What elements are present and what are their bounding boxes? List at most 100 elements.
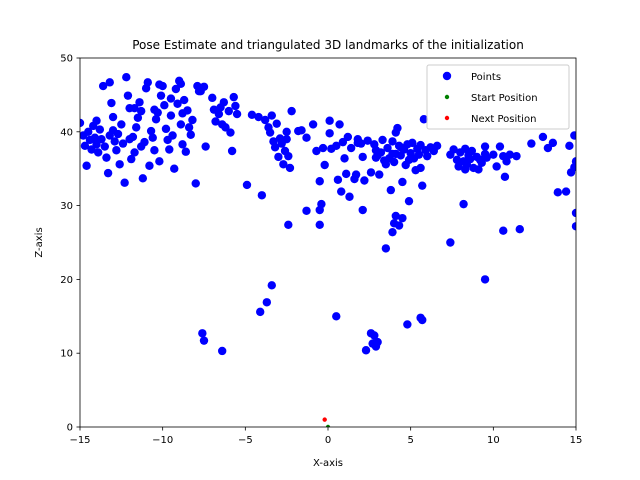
data-point [335,120,344,129]
data-point [127,154,136,164]
data-point [480,142,490,151]
data-point [84,127,93,136]
data-point [247,110,257,120]
data-point [418,181,427,190]
data-point [345,192,354,201]
data-point [150,146,159,155]
data-point [432,141,442,151]
data-point [105,78,114,87]
data-point [260,115,270,125]
data-point [548,138,558,148]
legend-marker [444,94,450,100]
data-point [113,129,123,139]
data-point [279,160,288,169]
data-point [242,180,252,190]
data-point [143,78,152,87]
data-point [257,191,267,200]
data-point [561,187,571,196]
data-point [123,91,133,100]
x-tick-label: −15 [69,435,90,446]
y-tick-label: 0 [67,423,73,434]
x-tick-label: 5 [407,435,413,446]
data-point [404,196,414,206]
data-point [282,134,291,144]
data-point [419,115,429,124]
data-point [322,417,327,422]
data-point [170,164,179,173]
y-axis: 0 10 20 30 40 50 [60,54,80,434]
data-point [272,119,281,128]
data-point [343,132,353,142]
x-tick-label: −5 [238,435,253,446]
data-point [226,128,235,137]
data-point [150,105,159,114]
data-point [194,87,204,96]
plot-frame [79,57,577,428]
data-point [130,148,139,157]
data-point [386,185,396,195]
data-point [480,275,490,284]
data-point [381,244,391,253]
data-point [474,165,483,174]
data-point [366,168,376,177]
data-point [155,80,164,89]
data-point [184,123,194,132]
data-point [315,205,324,215]
data-point [418,315,427,325]
legend-marker [442,71,452,81]
data-point [208,93,217,103]
data-point [361,346,371,355]
data-point [214,109,224,119]
data-point [178,140,187,149]
data-point [138,174,148,183]
data-point [297,126,306,135]
y-tick-label: 10 [60,349,73,360]
data-point [358,205,367,215]
data-point [80,141,90,151]
data-point [284,151,293,161]
data-point [565,141,574,151]
data-point [315,220,324,229]
data-point [136,106,146,116]
data-point [211,117,220,126]
data-point [176,79,186,89]
data-point [570,131,576,140]
data-point [461,165,470,174]
data-point [136,142,146,151]
data-point [179,95,189,105]
data-point [110,137,119,146]
legend: Points Start Position Next Position [426,64,570,130]
data-point [449,145,458,154]
data-point [166,111,176,120]
data-point [398,213,407,223]
data-point [315,177,324,186]
data-point [461,144,470,153]
data-point [398,177,407,187]
data-point [571,222,576,231]
data-point [156,91,166,100]
data-point [107,98,116,108]
data-point [188,115,197,125]
data-point [553,188,563,197]
data-point [325,129,334,138]
chart-title: Pose Estimate and triangulated 3D landma… [132,38,524,52]
data-point [117,120,126,129]
data-point [340,154,349,163]
series-next-position [322,417,327,422]
data-point [325,116,334,125]
data-point [388,137,397,146]
data-point [102,153,111,162]
legend-box [426,64,570,130]
data-point [98,81,108,91]
y-tick-label: 50 [60,54,73,65]
points-layer [80,72,576,427]
data-point [370,331,379,340]
data-point [161,124,171,134]
data-point [173,99,182,108]
data-point [219,98,229,107]
data-point [115,160,124,169]
data-point [502,157,511,166]
data-point [512,151,521,161]
data-point [332,141,341,151]
data-point [186,130,195,139]
